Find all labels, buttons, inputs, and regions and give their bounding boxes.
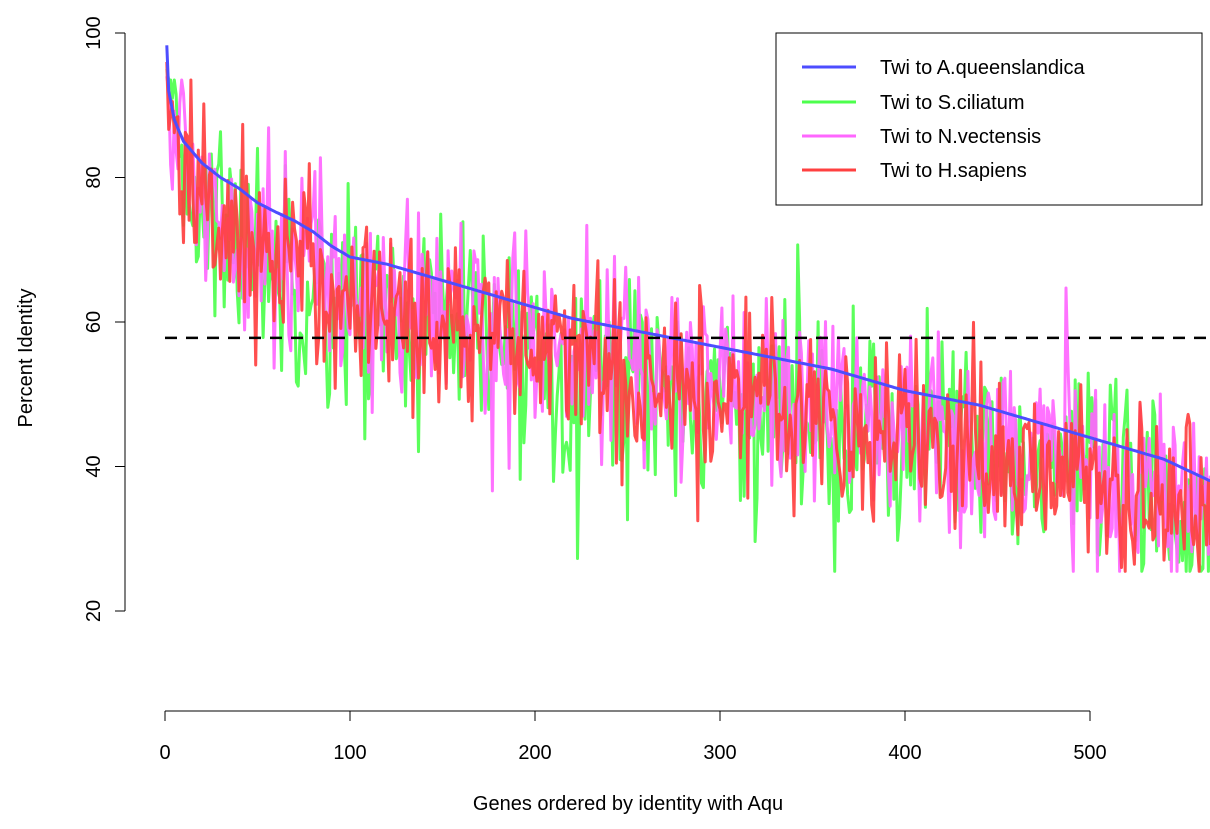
legend-label-hsa: Twi to H.sapiens (880, 160, 1027, 182)
legend-label-nve: Twi to N.vectensis (880, 126, 1041, 148)
y-tick-label: 40 (83, 455, 105, 477)
x-tick-label: 400 (888, 742, 921, 764)
legend: Twi to A.queenslandica Twi to S.ciliatum… (775, 32, 1203, 206)
legend-label-sci: Twi to S.ciliatum (880, 92, 1024, 114)
x-tick-label: 500 (1073, 742, 1106, 764)
series-line (165, 45, 1210, 483)
x-tick-label: 300 (703, 742, 736, 764)
y-tick-label: 20 (83, 600, 105, 622)
series-line (165, 61, 1210, 573)
y-tick-label: 100 (83, 16, 105, 49)
y-axis-title: Percent Identity (15, 289, 37, 428)
x-tick-label: 100 (333, 742, 366, 764)
y-ticks: 20 40 60 80 100 (83, 16, 125, 622)
y-axis: 20 40 60 80 100 Percent Identity (15, 16, 126, 622)
legend-label-aqu: Twi to A.queenslandica (880, 57, 1085, 79)
y-tick-label: 80 (83, 166, 105, 188)
series-layer (165, 45, 1210, 573)
x-ticks: 0 100 200 300 400 500 (159, 711, 1107, 764)
x-axis-title: Genes ordered by identity with Aqu (473, 793, 783, 815)
x-tick-label: 200 (518, 742, 551, 764)
x-axis: 0 100 200 300 400 500 Genes ordered by identi… (159, 710, 1107, 815)
x-tick-label: 0 (159, 742, 170, 764)
y-tick-label: 60 (83, 311, 105, 333)
legend-box (775, 32, 1203, 206)
